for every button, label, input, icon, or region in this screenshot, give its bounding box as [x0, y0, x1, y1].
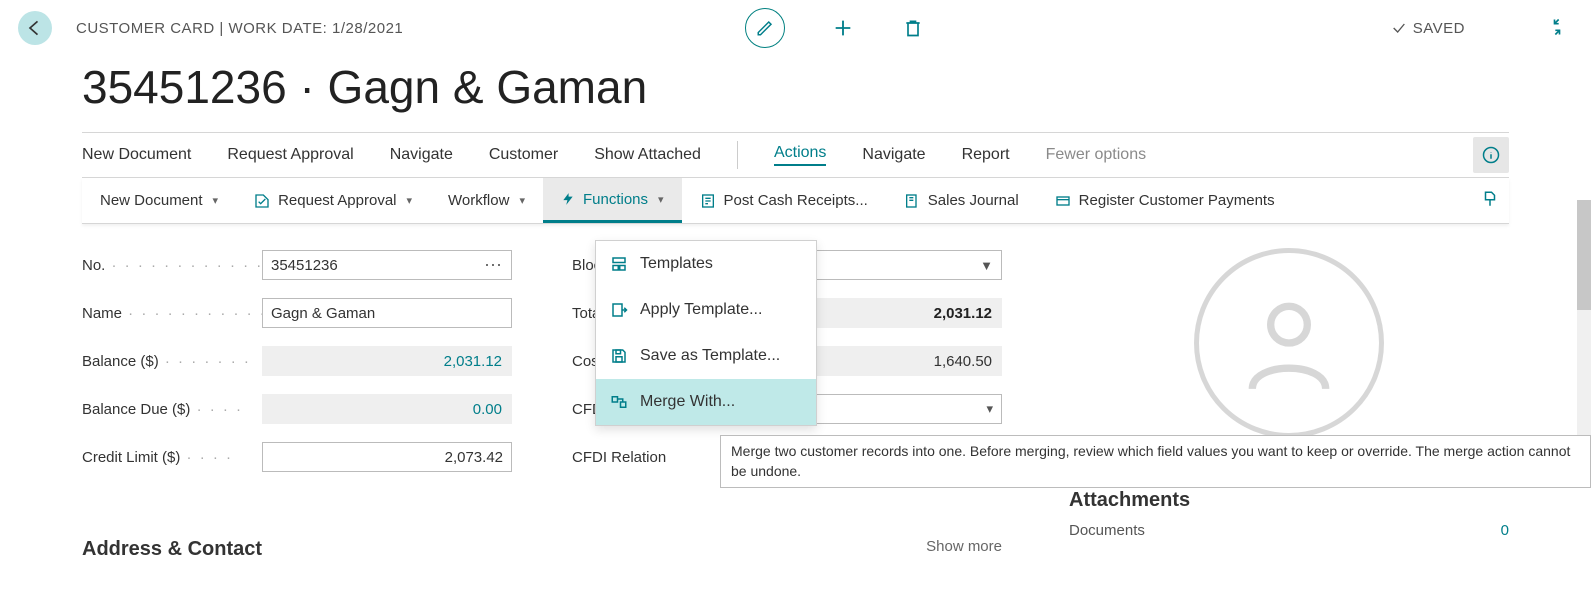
no-label: No. · · · · · · · · · · · · · ·: [82, 257, 262, 274]
journal-icon: [904, 193, 920, 209]
section-address-contact: Address & Contact: [82, 538, 262, 561]
trash-icon: [903, 18, 923, 38]
tooltip: Merge two customer records into one. Bef…: [720, 435, 1591, 488]
approval-icon: [254, 193, 270, 209]
edit-button[interactable]: [745, 8, 785, 48]
back-button[interactable]: [18, 11, 52, 45]
dropdown-templates-label: Templates: [640, 255, 713, 273]
payments-icon: [1055, 193, 1071, 209]
scrollbar-thumb[interactable]: [1577, 200, 1591, 310]
dropdown-templates[interactable]: Templates: [596, 241, 816, 287]
dropdown-merge-with[interactable]: Merge With...: [596, 379, 816, 425]
dropdown-apply-template-label: Apply Template...: [640, 301, 762, 319]
chevron-down-icon: ▾: [519, 194, 525, 207]
balance-value[interactable]: 2,031.12: [262, 346, 512, 376]
dropdown-merge-with-label: Merge With...: [640, 393, 735, 411]
name-input[interactable]: Gagn & Gaman: [262, 298, 512, 328]
name-label: Name · · · · · · · · · · · ·: [82, 305, 262, 322]
chevron-down-icon: ▾: [407, 194, 413, 207]
ribbon-workflow-label: Workflow: [448, 192, 509, 209]
pencil-icon: [756, 19, 774, 37]
name-value: Gagn & Gaman: [271, 305, 375, 322]
delete-button[interactable]: [901, 16, 925, 40]
ribbon-post-cash-receipts-label: Post Cash Receipts...: [724, 192, 868, 209]
ribbon-sales-journal[interactable]: Sales Journal: [886, 178, 1037, 223]
menu-report[interactable]: Report: [962, 146, 1010, 164]
arrow-left-icon: [25, 18, 45, 38]
dropdown-save-as-template[interactable]: Save as Template...: [596, 333, 816, 379]
new-button[interactable]: [831, 16, 855, 40]
ribbon-workflow[interactable]: Workflow ▾: [430, 178, 543, 223]
info-icon: [1482, 146, 1500, 164]
ribbon-sales-journal-label: Sales Journal: [928, 192, 1019, 209]
credit-limit-value: 2,073.42: [445, 449, 503, 466]
dropdown-save-as-template-label: Save as Template...: [640, 347, 780, 365]
info-button[interactable]: [1473, 137, 1509, 173]
attachments-documents-value[interactable]: 0: [1501, 522, 1509, 539]
show-more-link[interactable]: Show more: [926, 538, 1002, 555]
person-icon: [1234, 288, 1344, 398]
ribbon-request-approval-label: Request Approval: [278, 192, 396, 209]
attachments-documents-label: Documents: [1069, 522, 1145, 539]
credit-limit-label: Credit Limit ($) · · · ·: [82, 449, 262, 466]
chevron-down-icon: ▾: [658, 193, 664, 206]
menu-new-document[interactable]: New Document: [82, 146, 191, 164]
ribbon-functions-label: Functions: [583, 191, 648, 208]
customer-avatar: [1194, 248, 1384, 438]
dropdown-apply-template[interactable]: Apply Template...: [596, 287, 816, 333]
pin-icon: [1481, 190, 1499, 208]
ribbon-request-approval[interactable]: Request Approval ▾: [236, 178, 430, 223]
attachments-title: Attachments: [1069, 489, 1509, 512]
save-icon: [610, 347, 628, 365]
menu-customer[interactable]: Customer: [489, 146, 558, 164]
collapse-icon: [1547, 17, 1567, 37]
menu-request-approval[interactable]: Request Approval: [227, 146, 353, 164]
lightning-icon: [561, 192, 575, 206]
ribbon-new-document-label: New Document: [100, 192, 203, 209]
apply-template-icon: [610, 301, 628, 319]
balance-due-label: Balance Due ($) · · · ·: [82, 401, 262, 418]
no-input[interactable]: 35451236: [262, 250, 512, 280]
no-value: 35451236: [271, 257, 338, 274]
menu-show-attached[interactable]: Show Attached: [594, 146, 701, 164]
merge-icon: [610, 393, 628, 411]
ribbon-post-cash-receipts[interactable]: Post Cash Receipts...: [682, 178, 886, 223]
saved-indicator: SAVED: [1391, 20, 1465, 37]
breadcrumb: CUSTOMER CARD | WORK DATE: 1/28/2021: [76, 20, 403, 37]
chevron-down-icon: ▾: [213, 194, 219, 207]
collapse-button[interactable]: [1547, 17, 1567, 40]
menu-divider: [737, 141, 738, 169]
credit-limit-input[interactable]: 2,073.42: [262, 442, 512, 472]
menu-navigate-1[interactable]: Navigate: [390, 146, 453, 164]
menu-navigate-2[interactable]: Navigate: [862, 146, 925, 164]
menu-actions[interactable]: Actions: [774, 144, 826, 166]
menu-fewer-options[interactable]: Fewer options: [1046, 146, 1147, 164]
check-icon: [1391, 20, 1407, 36]
plus-icon: [832, 17, 854, 39]
pin-button[interactable]: [1471, 190, 1509, 211]
balance-label: Balance ($) · · · · · · ·: [82, 353, 262, 370]
receipt-icon: [700, 193, 716, 209]
ribbon-register-customer-payments[interactable]: Register Customer Payments: [1037, 178, 1293, 223]
functions-dropdown: Templates Apply Template... Save as Temp…: [595, 240, 817, 426]
ribbon-functions[interactable]: Functions ▾: [543, 178, 682, 223]
ribbon-register-customer-payments-label: Register Customer Payments: [1079, 192, 1275, 209]
saved-label: SAVED: [1413, 20, 1465, 37]
templates-icon: [610, 255, 628, 273]
page-title: 35451236 · Gagn & Gaman: [82, 60, 1591, 114]
balance-due-value[interactable]: 0.00: [262, 394, 512, 424]
ribbon-new-document[interactable]: New Document ▾: [82, 178, 236, 223]
